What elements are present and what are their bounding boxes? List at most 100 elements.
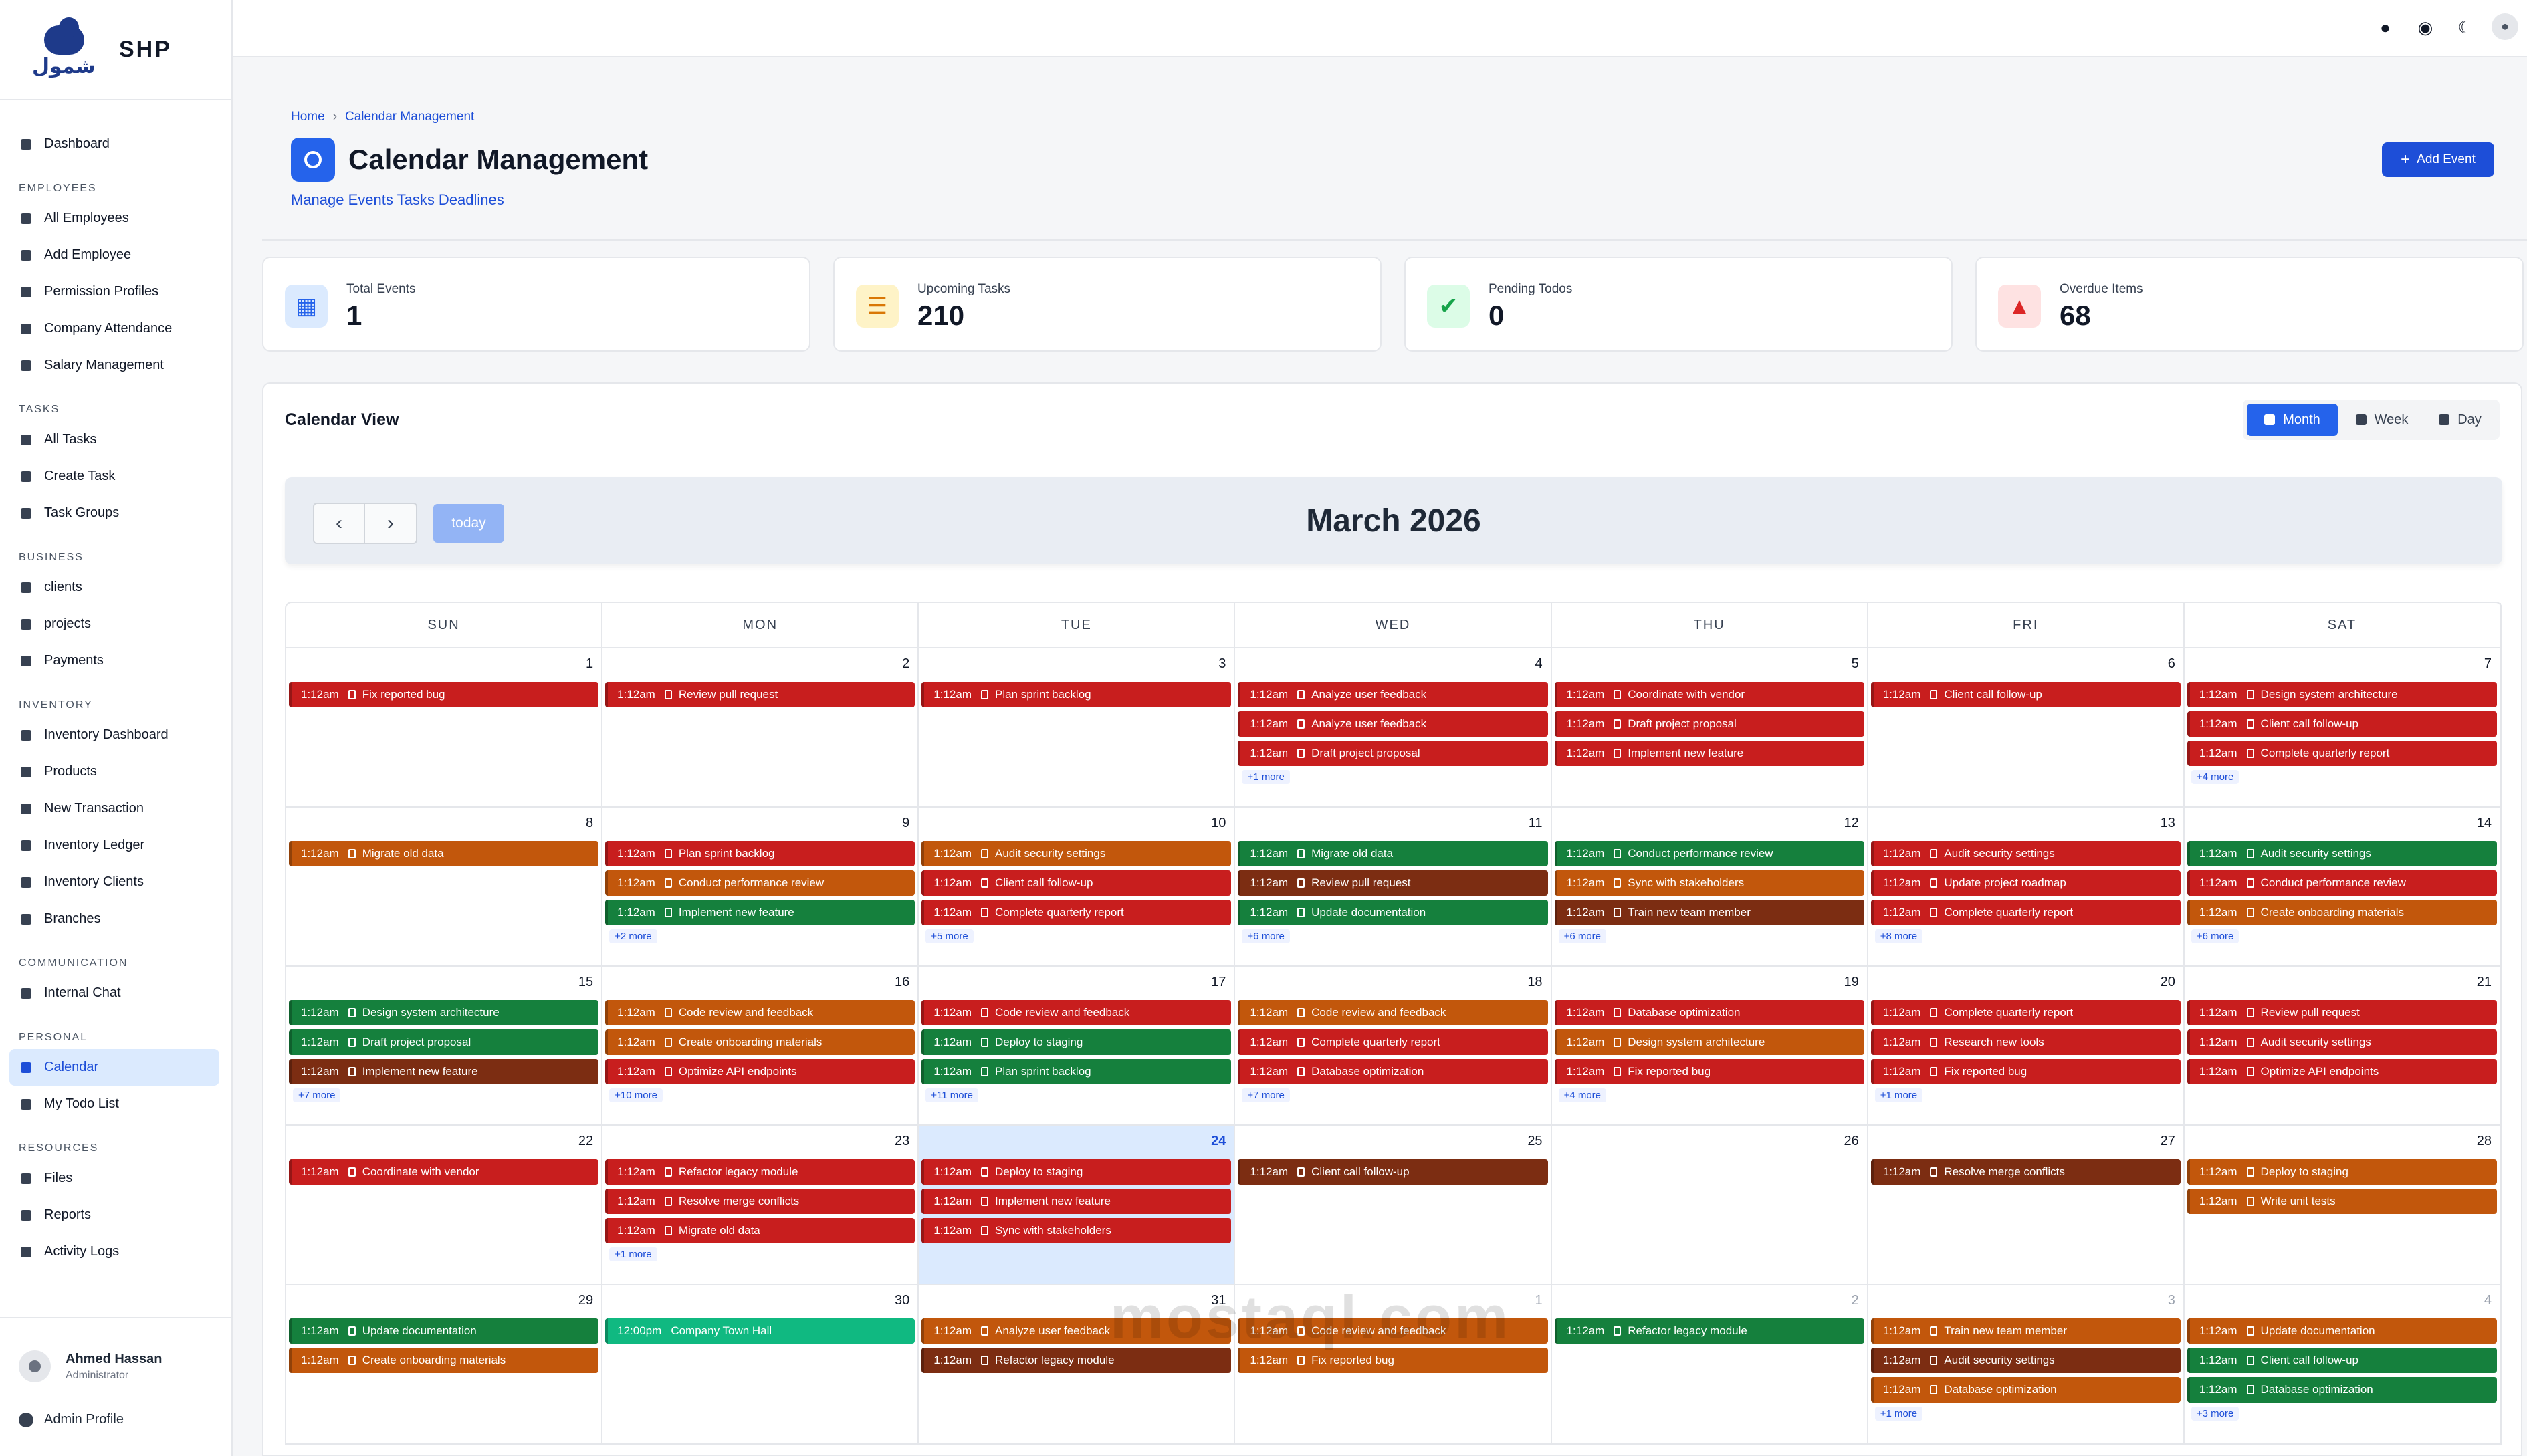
sidebar-item-products[interactable]: Products: [0, 753, 231, 790]
calendar-event[interactable]: 1:12am Plan sprint backlog: [605, 841, 915, 866]
sidebar-item-inventory-dashboard[interactable]: Inventory Dashboard: [0, 717, 231, 753]
calendar-event[interactable]: 1:12am Code review and feedback: [1238, 1000, 1548, 1025]
calendar-event[interactable]: 1:12am Fix reported bug: [1870, 1059, 2181, 1084]
more-events-link[interactable]: +10 more: [609, 1088, 663, 1102]
day-number[interactable]: 5: [1851, 656, 1859, 671]
day-cell[interactable]: 26: [1552, 1126, 1868, 1284]
day-cell[interactable]: 24 1:12am Deploy to staging 1:12am Implement…: [919, 1126, 1236, 1284]
calendar-event[interactable]: 1:12am Fix reported bug: [1238, 1348, 1548, 1373]
sidebar-item-all-tasks[interactable]: All Tasks: [0, 421, 231, 458]
day-number[interactable]: 1: [1535, 1293, 1543, 1308]
day-cell[interactable]: 3 1:12am Plan sprint backlog: [919, 648, 1236, 806]
day-number[interactable]: 15: [578, 975, 594, 989]
more-events-link[interactable]: +1 more: [1242, 770, 1290, 784]
day-cell[interactable]: 27 1:12am Resolve merge conflicts: [1868, 1126, 2185, 1284]
day-number[interactable]: 8: [586, 816, 594, 830]
sidebar-item-task-groups[interactable]: Task Groups: [0, 495, 231, 531]
calendar-event[interactable]: 1:12am Database optimization: [2187, 1377, 2497, 1403]
day-number[interactable]: 18: [1527, 975, 1543, 989]
calendar-event[interactable]: 1:12am Plan sprint backlog: [921, 682, 1232, 707]
calendar-event[interactable]: 1:12am Conduct performance review: [605, 870, 915, 896]
calendar-event[interactable]: 1:12am Train new team member: [1870, 1318, 2181, 1344]
day-number[interactable]: 28: [2476, 1134, 2492, 1148]
day-number[interactable]: 7: [2484, 656, 2492, 671]
calendar-event[interactable]: 1:12am Create onboarding materials: [2187, 900, 2497, 925]
day-cell[interactable]: 15 1:12am Design system architecture 1:12am…: [286, 967, 603, 1124]
breadcrumb-home[interactable]: Home: [291, 110, 325, 124]
day-number[interactable]: 27: [2160, 1134, 2175, 1148]
day-cell[interactable]: 4 1:12am Update documentation 1:12am Client …: [2185, 1285, 2501, 1443]
sidebar-item-inventory-clients[interactable]: Inventory Clients: [0, 864, 231, 900]
day-cell[interactable]: 2 1:12am Review pull request: [602, 648, 919, 806]
calendar-event[interactable]: 1:12am Update documentation: [1238, 900, 1548, 925]
day-number[interactable]: 20: [2160, 975, 2175, 989]
day-cell[interactable]: 8 1:12am Migrate old data: [286, 808, 603, 965]
calendar-event[interactable]: 1:12am Refactor legacy module: [605, 1159, 915, 1185]
calendar-event[interactable]: 1:12am Resolve merge conflicts: [1870, 1159, 2181, 1185]
calendar-event[interactable]: 12:00pm Company Town Hall: [605, 1318, 915, 1344]
calendar-event[interactable]: 1:12am Code review and feedback: [605, 1000, 915, 1025]
calendar-event[interactable]: 1:12am Coordinate with vendor: [1554, 682, 1864, 707]
calendar-event[interactable]: 1:12am Write unit tests: [2187, 1189, 2497, 1214]
day-cell[interactable]: 18 1:12am Code review and feedback 1:12am Co…: [1235, 967, 1552, 1124]
calendar-event[interactable]: 1:12am Complete quarterly report: [2187, 741, 2497, 766]
sidebar-item-reports[interactable]: Reports: [0, 1197, 231, 1233]
day-number[interactable]: 2: [902, 656, 910, 671]
calendar-event[interactable]: 1:12am Migrate old data: [1238, 841, 1548, 866]
more-events-link[interactable]: +2 more: [609, 929, 657, 943]
more-events-link[interactable]: +1 more: [609, 1247, 657, 1261]
sidebar-item-my-todo-list[interactable]: My Todo List: [0, 1086, 231, 1122]
day-number[interactable]: 31: [1211, 1293, 1226, 1308]
day-cell[interactable]: 1 1:12am Fix reported bug: [286, 648, 603, 806]
day-cell[interactable]: 14 1:12am Audit security settings 1:12am Con…: [2185, 808, 2501, 965]
calendar-event[interactable]: 1:12am Complete quarterly report: [1870, 1000, 2181, 1025]
calendar-event[interactable]: 1:12am Analyze user feedback: [921, 1318, 1232, 1344]
calendar-event[interactable]: 1:12am Deploy to staging: [921, 1159, 1232, 1185]
day-number[interactable]: 11: [1528, 816, 1543, 830]
calendar-event[interactable]: 1:12am Analyze user feedback: [1238, 682, 1548, 707]
calendar-event[interactable]: 1:12am Client call follow-up: [1238, 1159, 1548, 1185]
calendar-event[interactable]: 1:12am Draft project proposal: [1554, 711, 1864, 737]
calendar-event[interactable]: 1:12am Fix reported bug: [1554, 1059, 1864, 1084]
calendar-event[interactable]: 1:12am Draft project proposal: [1238, 741, 1548, 766]
day-number[interactable]: 6: [2167, 656, 2175, 671]
sidebar-item-company-attendance[interactable]: Company Attendance: [0, 310, 231, 347]
day-cell[interactable]: 10 1:12am Audit security settings 1:12am Cli…: [919, 808, 1236, 965]
day-number[interactable]: 19: [1844, 975, 1859, 989]
calendar-event[interactable]: 1:12am Complete quarterly report: [1870, 900, 2181, 925]
day-number[interactable]: 22: [578, 1134, 594, 1148]
day-cell[interactable]: 25 1:12am Client call follow-up: [1235, 1126, 1552, 1284]
calendar-event[interactable]: 1:12am Fix reported bug: [289, 682, 599, 707]
day-number[interactable]: 10: [1211, 816, 1226, 830]
more-events-link[interactable]: +1 more: [1874, 1088, 1923, 1102]
calendar-event[interactable]: 1:12am Audit security settings: [2187, 1029, 2497, 1055]
calendar-event[interactable]: 1:12am Client call follow-up: [921, 870, 1232, 896]
day-number[interactable]: 17: [1211, 975, 1226, 989]
sidebar-item-create-task[interactable]: Create Task: [0, 458, 231, 495]
day-number[interactable]: 2: [1851, 1293, 1859, 1308]
user-card[interactable]: Ahmed Hassan Administrator: [0, 1317, 231, 1382]
more-events-link[interactable]: +6 more: [1242, 929, 1290, 943]
calendar-event[interactable]: 1:12am Implement new feature: [921, 1189, 1232, 1214]
day-cell[interactable]: 22 1:12am Coordinate with vendor: [286, 1126, 603, 1284]
calendar-event[interactable]: 1:12am Code review and feedback: [1238, 1318, 1548, 1344]
sidebar-item-projects[interactable]: projects: [0, 606, 231, 642]
day-cell[interactable]: 3 1:12am Train new team member 1:12am Audit …: [1868, 1285, 2185, 1443]
sidebar-item-dashboard[interactable]: Dashboard: [0, 126, 231, 162]
calendar-event[interactable]: 1:12am Deploy to staging: [2187, 1159, 2497, 1185]
day-cell[interactable]: 19 1:12am Database optimization 1:12am Desig…: [1552, 967, 1868, 1124]
calendar-event[interactable]: 1:12am Analyze user feedback: [1238, 711, 1548, 737]
calendar-event[interactable]: 1:12am Conduct performance review: [1554, 841, 1864, 866]
day-cell[interactable]: 23 1:12am Refactor legacy module 1:12am Reso…: [602, 1126, 919, 1284]
day-number[interactable]: 3: [1218, 656, 1226, 671]
calendar-event[interactable]: 1:12am Create onboarding materials: [605, 1029, 915, 1055]
calendar-event[interactable]: 1:12am Database optimization: [1554, 1000, 1864, 1025]
day-cell[interactable]: 30 12:00pm Company Town Hall: [602, 1285, 919, 1443]
calendar-event[interactable]: 1:12am Update documentation: [289, 1318, 599, 1344]
day-number[interactable]: 1: [586, 656, 594, 671]
sidebar-item-files[interactable]: Files: [0, 1160, 231, 1197]
calendar-event[interactable]: 1:12am Sync with stakeholders: [1554, 870, 1864, 896]
day-cell[interactable]: 20 1:12am Complete quarterly report 1:12am R…: [1868, 967, 2185, 1124]
calendar-event[interactable]: 1:12am Sync with stakeholders: [921, 1218, 1232, 1243]
calendar-event[interactable]: 1:12am Implement new feature: [289, 1059, 599, 1084]
